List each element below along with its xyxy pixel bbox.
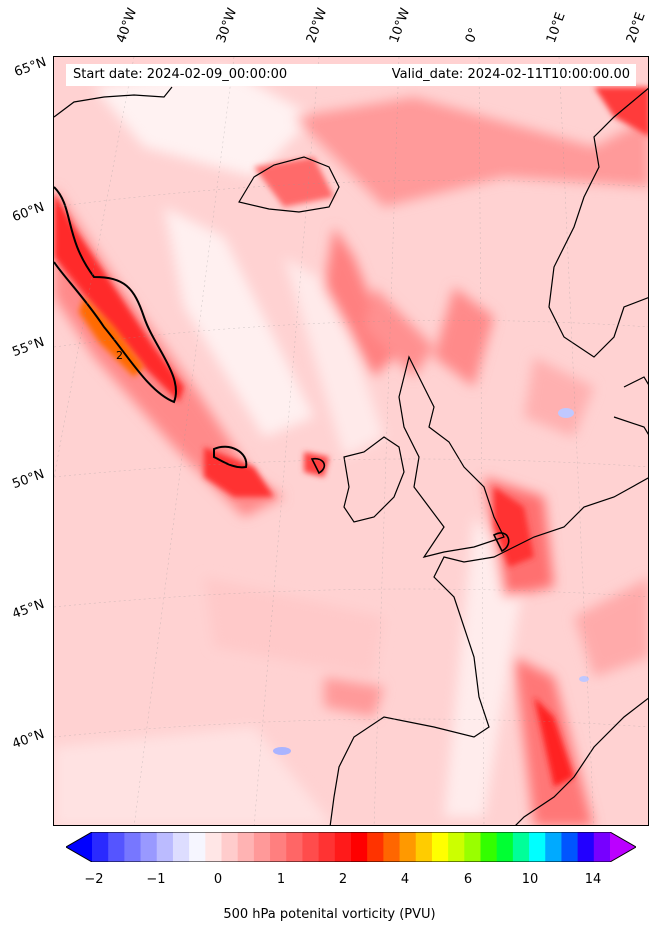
lon-label-20w: 20°W [303, 6, 331, 45]
colorbar-segment [561, 832, 579, 862]
colorbar-segment [140, 832, 158, 862]
colorbar-tick: 2 [338, 872, 348, 887]
colorbar-segment [286, 832, 303, 862]
valid-date-text: Valid_date: 2024-02-11T10:00:00.00 [391, 67, 630, 82]
colorbar-segment [399, 832, 417, 862]
lon-label-10w: 10°W [386, 6, 414, 45]
colorbar-segment [270, 832, 287, 862]
colorbar-segment [351, 832, 368, 862]
colorbar-segment [545, 832, 562, 862]
colorbar-tick: 0 [213, 872, 223, 887]
colorbar-segment [480, 832, 498, 862]
lat-label-45n: 45°N [10, 596, 47, 623]
colorbar-segment [383, 832, 401, 862]
colorbar-segment [156, 832, 174, 862]
coastlines [54, 86, 648, 825]
colorbar-segment [253, 832, 271, 862]
colorbar-segment [237, 832, 255, 862]
colorbar-tick: 14 [584, 872, 602, 887]
colorbar-segment [529, 832, 546, 862]
pv-field: 2 [54, 57, 648, 825]
colorbar-segment [334, 832, 352, 862]
lon-label-30w: 30°W [213, 6, 241, 45]
pv-contour-line [310, 457, 326, 475]
colorbar-segment [367, 832, 384, 862]
colorbar-segment [205, 832, 222, 862]
colorbar-label: 500 hPa potenital vorticity (PVU) [223, 907, 436, 922]
lat-label-50n: 50°N [10, 466, 47, 493]
date-info-bar: Start date: 2024-02-09_00:00:00 Valid_da… [66, 64, 636, 86]
colorbar-segment [464, 832, 481, 862]
pv-contour-line [54, 186, 177, 404]
pv-contour-line [492, 532, 510, 553]
colorbar-segment [577, 832, 595, 862]
colorbar-tick: −1 [146, 872, 166, 887]
pv-contour-label: 2 [116, 349, 123, 362]
colorbar-segment [108, 832, 125, 862]
colorbar-tick: 6 [463, 872, 473, 887]
colorbar-segment [496, 832, 514, 862]
graticule [54, 57, 648, 825]
lon-label-0: 0° [462, 25, 483, 45]
colorbar-segment [593, 832, 611, 862]
colorbar [66, 832, 636, 862]
lat-label-60n: 60°N [10, 199, 47, 226]
colorbar-segment [302, 832, 320, 862]
colorbar-segment [124, 832, 142, 862]
colorbar-extend-max [610, 832, 636, 862]
lat-label-55n: 55°N [10, 334, 47, 361]
lon-label-40w: 40°W [113, 6, 141, 45]
colorbar-segment [431, 832, 449, 862]
colorbar-segment [221, 832, 239, 862]
pv-map: 2 [53, 56, 649, 826]
colorbar-tick: 4 [400, 872, 410, 887]
lon-label-10e: 10°E [543, 10, 569, 46]
colorbar-tick: 10 [521, 872, 539, 887]
lat-label-65n: 65°N [12, 54, 49, 81]
lon-label-20e: 20°E [623, 10, 649, 46]
colorbar-tick: −2 [84, 872, 104, 887]
colorbar-tick: 1 [276, 872, 286, 887]
pv-contour-line [213, 445, 248, 469]
colorbar-segment [448, 832, 465, 862]
colorbar-extend-min [66, 832, 92, 862]
start-date-text: Start date: 2024-02-09_00:00:00 [73, 67, 288, 82]
colorbar-segment [172, 832, 190, 862]
colorbar-segment [318, 832, 336, 862]
colorbar-segment [92, 832, 109, 862]
colorbar-segment [512, 832, 530, 862]
colorbar-segment [189, 832, 206, 862]
lat-label-40n: 40°N [10, 726, 47, 753]
colorbar-segment [415, 832, 433, 862]
